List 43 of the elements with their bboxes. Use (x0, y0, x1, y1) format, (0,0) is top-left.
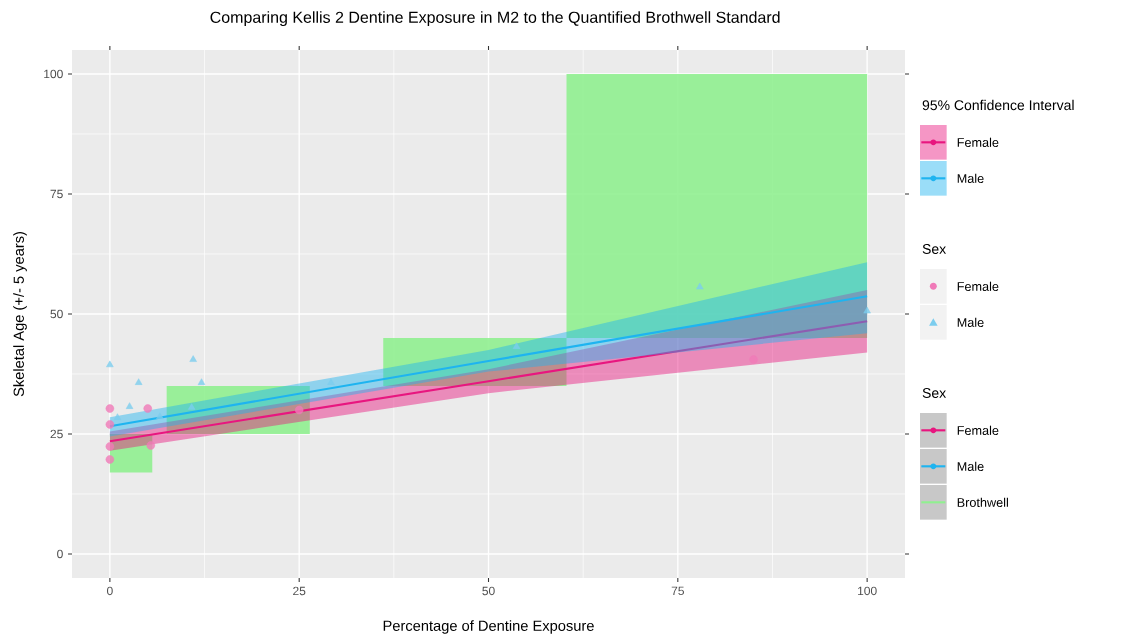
x-tick-label: 100 (858, 586, 877, 596)
point (197, 378, 206, 385)
point (106, 360, 114, 368)
y-tick-label: 75 (50, 189, 63, 199)
point (187, 403, 196, 410)
point (105, 442, 115, 451)
point (134, 378, 143, 385)
legend-label: Female (957, 281, 999, 291)
text: 95% Confidence Interval (922, 99, 1074, 111)
text: Female (957, 137, 999, 147)
point (749, 355, 758, 364)
point (105, 455, 115, 464)
legend-label: Male (957, 461, 984, 471)
point (146, 441, 156, 450)
x-axis-title: Percentage of Dentine Exposure (383, 620, 594, 634)
text: Male (957, 173, 984, 183)
text: Sex (922, 244, 947, 254)
point (189, 355, 197, 362)
point (156, 412, 164, 419)
y-tick-label: 25 (50, 429, 63, 439)
point (105, 420, 115, 429)
point (327, 378, 335, 385)
x-tick-label: 50 (482, 586, 495, 596)
legend-label: Female (957, 425, 999, 435)
legend-label: Male (957, 317, 984, 327)
y-tick-label: 50 (50, 309, 63, 319)
point (143, 404, 153, 413)
point (696, 282, 704, 290)
legend-label: Brothwell (957, 497, 1008, 507)
point (294, 405, 304, 415)
y-tick-label: 0 (57, 549, 63, 559)
y-axis-title: Skeletal Age (+/- 5 years) (13, 231, 27, 397)
point (512, 342, 521, 349)
x-tick-label: 0 (107, 586, 113, 596)
x-tick-label: 25 (293, 586, 306, 596)
point (113, 413, 122, 420)
point (105, 404, 115, 413)
x-tick-label: 75 (671, 586, 684, 596)
point (863, 306, 871, 314)
text: Sex (922, 388, 947, 398)
y-tick-label: 100 (44, 69, 63, 79)
point (125, 402, 134, 409)
chart-title: Comparing Kellis 2 Dentine Exposure in M2 to the Quantified Brothwell Standard (210, 11, 780, 27)
